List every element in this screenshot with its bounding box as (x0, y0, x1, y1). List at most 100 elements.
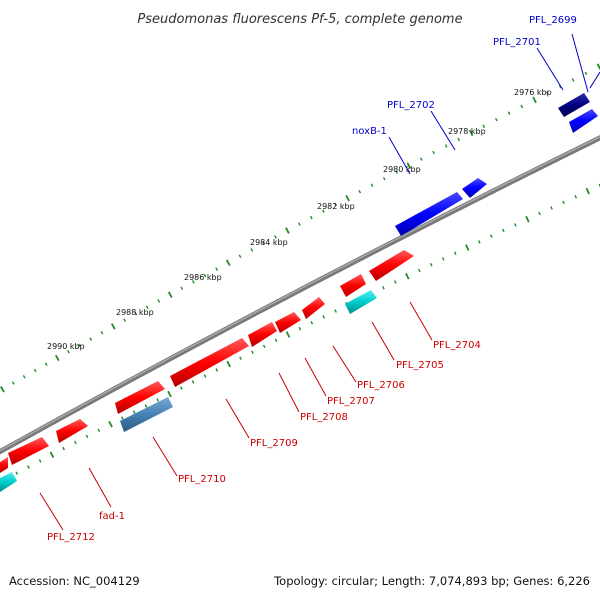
axis-tick (0, 386, 5, 393)
gene-feature[interactable] (558, 93, 590, 117)
axis-tick (477, 240, 481, 244)
axis-tick (97, 428, 101, 433)
axis-tick (395, 170, 398, 174)
axis-tick (167, 291, 173, 298)
axis-tick (49, 451, 55, 459)
axis-tick (584, 71, 588, 76)
gene-feature[interactable] (302, 297, 325, 319)
axis-tick (507, 111, 511, 115)
axis-tick (419, 157, 423, 161)
gene-feature[interactable] (115, 381, 165, 414)
gene-features (0, 93, 598, 492)
gene-label[interactable]: PFL_2706 (357, 380, 405, 391)
gene-feature[interactable] (0, 457, 8, 473)
axis-tick (66, 349, 70, 354)
gene-feature[interactable] (0, 472, 17, 492)
gene-label[interactable]: PFL_2712 (47, 532, 95, 543)
axis-tick (89, 337, 93, 341)
axis-tick (156, 398, 160, 402)
gene-feature[interactable] (395, 192, 463, 236)
gene-feature[interactable] (369, 250, 414, 281)
axis-tick (310, 320, 314, 325)
axis-tick (123, 318, 126, 322)
axis-tick (33, 368, 37, 373)
axis-tick (44, 362, 48, 366)
axis-tick (238, 254, 242, 259)
axis-tick (78, 343, 81, 348)
axis-tick (457, 137, 461, 142)
gene-label[interactable]: PFL_2701 (493, 37, 541, 48)
axis-tick (417, 268, 421, 273)
axis-tick (100, 330, 104, 335)
axis-tick (382, 285, 385, 290)
axis-tick-label: 2990 kbp (47, 342, 85, 351)
axis-tick (239, 356, 242, 360)
axis-tick (145, 305, 149, 310)
axis-tick (441, 257, 445, 261)
axis-tick (27, 465, 30, 469)
gene-feature[interactable] (345, 290, 377, 314)
axis-tick (22, 375, 26, 379)
gene-label[interactable]: PFL_2702 (387, 100, 435, 111)
axis-tick (405, 272, 410, 280)
axis-tick-label: 2980 kbp (383, 165, 421, 174)
axis-tick (225, 259, 231, 266)
gene-feature[interactable] (340, 274, 366, 297)
axis-labels: 2976 kbp 2978 kbp 2980 kbp 2982 kbp 2984… (47, 88, 552, 351)
gene-label[interactable]: fad-1 (99, 511, 125, 522)
axis-tick-label: 2978 kbp (448, 127, 486, 136)
gene-label[interactable]: PFL_2707 (327, 396, 375, 407)
gene-feature[interactable] (56, 419, 88, 443)
axis-tick (453, 251, 457, 255)
axis-tick (585, 187, 590, 195)
axis-tick (562, 200, 565, 205)
axis-tick (15, 471, 19, 475)
gene-feature[interactable] (8, 437, 49, 465)
gene-label[interactable]: PFL_2699 (529, 15, 577, 26)
axis-tick (538, 211, 541, 216)
axis-tick-label: 2986 kbp (184, 273, 222, 282)
axis-tick (321, 209, 325, 213)
axis-tick (444, 144, 448, 148)
axis-tick (489, 234, 493, 238)
axis-tick (574, 194, 578, 199)
axis-tick (38, 459, 42, 463)
axis-tick (11, 381, 15, 385)
gene-feature[interactable] (120, 397, 173, 432)
axis-tick (73, 440, 77, 445)
gene-label[interactable]: PFL_2704 (433, 340, 481, 351)
axis-tick (215, 368, 219, 372)
axis-tick (144, 404, 148, 408)
axis-tick (429, 262, 433, 267)
axis-tick (571, 78, 575, 82)
map-title: Pseudomonas fluorescens Pf-5, complete g… (137, 12, 462, 27)
axis-tick (62, 446, 65, 451)
axis-tick (322, 315, 326, 319)
axis-tick (494, 117, 498, 122)
gene-feature[interactable] (248, 322, 277, 347)
axis-tick (191, 280, 195, 284)
gene-feature[interactable] (462, 178, 487, 198)
gene-label[interactable]: PFL_2710 (178, 474, 226, 485)
axis-tick (167, 390, 172, 398)
gene-label[interactable]: PFL_2705 (396, 360, 444, 371)
axis-tick (298, 326, 302, 331)
gene-label[interactable]: PFL_2709 (250, 438, 298, 449)
axis-tick (520, 104, 524, 109)
gene-feature[interactable] (170, 338, 249, 387)
axis-tick (370, 183, 374, 187)
gene-label[interactable]: noxB-1 (352, 126, 387, 137)
axis-tick (134, 311, 138, 316)
gene-label[interactable]: PFL_2708 (300, 412, 348, 423)
axis-tick (545, 91, 549, 96)
gene-feature[interactable] (275, 312, 301, 333)
axis-tick (274, 235, 277, 239)
axis-tick (393, 280, 397, 284)
axis-tick (250, 248, 254, 252)
axis-tick (525, 215, 530, 223)
axis-tick (358, 189, 362, 194)
axis-tick (334, 202, 337, 207)
axis-tick (334, 309, 337, 313)
gene-feature[interactable] (569, 109, 598, 133)
